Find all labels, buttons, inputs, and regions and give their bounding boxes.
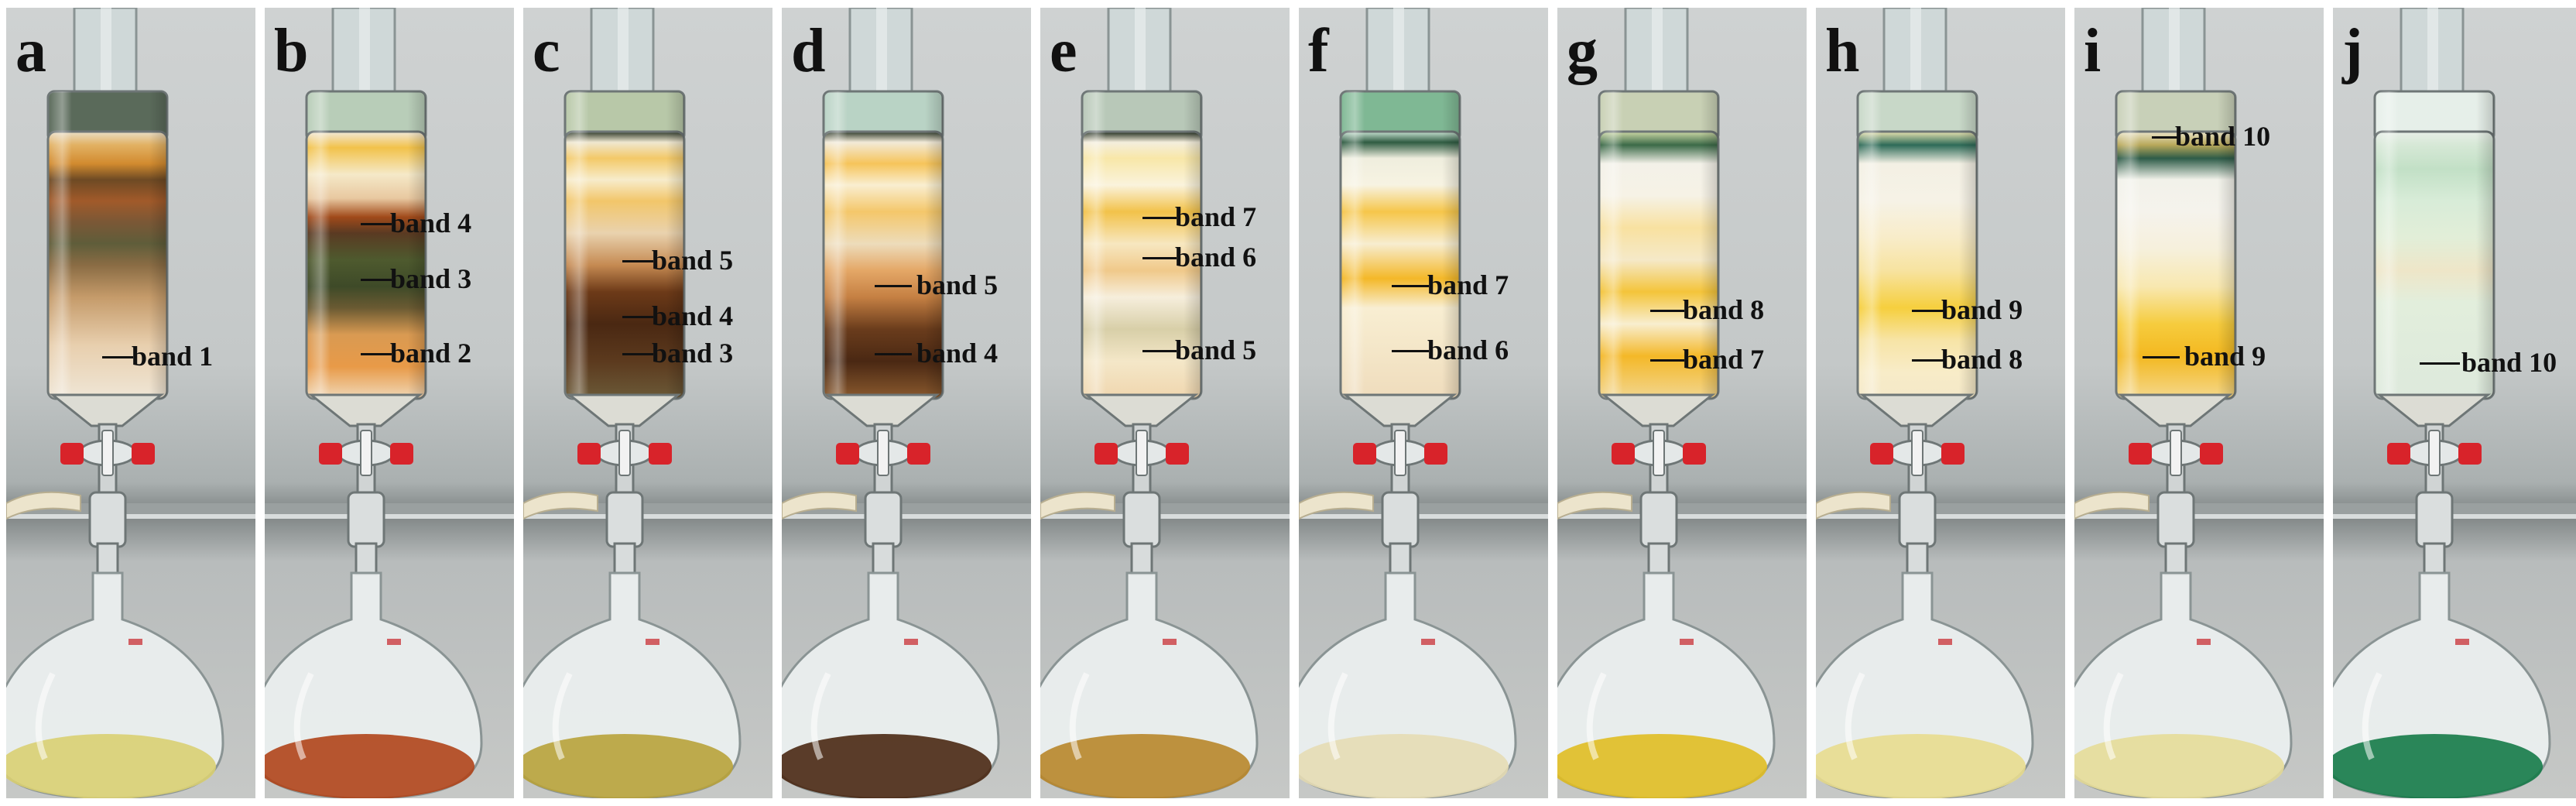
- panel-e: e band 7 band 6 band 5: [1040, 8, 1290, 798]
- band-leader-line: [1650, 310, 1684, 312]
- band-label: band 4: [652, 300, 734, 331]
- panel-i: i band 10 band 9: [2074, 8, 2324, 798]
- panel-letter: j: [2342, 17, 2363, 85]
- column-photo: [2074, 8, 2324, 798]
- band-label: band 7: [1427, 269, 1509, 300]
- band-leader-line: [622, 353, 653, 355]
- band-label: band 2: [390, 338, 472, 369]
- band-leader-line: [1142, 350, 1177, 352]
- band-leader-line: [875, 285, 912, 287]
- panel-c: c band 5 band 4 band 3: [523, 8, 772, 798]
- band-label: band 7: [1175, 201, 1257, 232]
- band-leader-line: [875, 353, 912, 355]
- band-leader-line: [1142, 217, 1177, 219]
- band-label: band 10: [2175, 121, 2271, 152]
- panel-letter: i: [2084, 17, 2102, 85]
- column-photo: [2333, 8, 2576, 798]
- band-leader-line: [2420, 362, 2460, 365]
- band-label: band 9: [2184, 341, 2266, 372]
- band-label: band 8: [1941, 344, 2023, 375]
- column-photo: [1816, 8, 2065, 798]
- band-leader-line: [102, 356, 133, 358]
- band-label: band 8: [1683, 294, 1765, 325]
- band-leader-line: [1912, 310, 1946, 312]
- panel-letter: c: [533, 17, 560, 85]
- column-photo: [1040, 8, 1290, 798]
- panel-g: g band 8 band 7: [1557, 8, 1807, 798]
- band-label: band 9: [1941, 294, 2023, 325]
- band-label: band 5: [1175, 334, 1257, 365]
- band-leader-line: [1392, 285, 1429, 287]
- band-leader-line: [622, 260, 653, 262]
- band-label: band 10: [2461, 347, 2557, 378]
- panel-j: j band 10: [2333, 8, 2576, 798]
- panel-a: a band 1: [6, 8, 255, 798]
- band-label: band 5: [652, 245, 734, 276]
- column-photo: [523, 8, 772, 798]
- band-label: band 6: [1175, 242, 1257, 273]
- band-label: band 4: [390, 208, 472, 238]
- band-leader-line: [361, 279, 392, 281]
- column-photo: [1557, 8, 1807, 798]
- panel-letter: h: [1825, 17, 1860, 85]
- panel-f: f band 7 band 6: [1299, 8, 1548, 798]
- band-leader-line: [1650, 359, 1684, 362]
- panel-b: b band 4 band 3 band 2: [265, 8, 514, 798]
- band-leader-line: [361, 353, 392, 355]
- panel-letter: a: [15, 17, 46, 85]
- band-label: band 4: [916, 338, 999, 369]
- band-label: band 6: [1427, 334, 1509, 365]
- column-photo: [1299, 8, 1548, 798]
- band-label: band 5: [916, 269, 999, 300]
- band-leader-line: [1912, 359, 1946, 362]
- column-photo: [782, 8, 1031, 798]
- band-label: band 3: [390, 263, 472, 294]
- band-label: band 1: [132, 341, 214, 372]
- band-leader-line: [1392, 350, 1429, 352]
- band-leader-line: [2152, 136, 2180, 139]
- panel-d: d band 5 band 4: [782, 8, 1031, 798]
- column-photo: [265, 8, 514, 798]
- panel-letter: g: [1567, 17, 1598, 85]
- band-label: band 7: [1683, 344, 1765, 375]
- column-photo: [6, 8, 255, 798]
- band-leader-line: [361, 223, 392, 225]
- band-label: band 3: [652, 338, 734, 369]
- panel-letter: b: [274, 17, 309, 85]
- band-leader-line: [2143, 356, 2180, 358]
- panel-letter: e: [1050, 17, 1077, 85]
- band-leader-line: [1142, 257, 1177, 259]
- panel-letter: f: [1308, 17, 1329, 85]
- panel-letter: d: [791, 17, 826, 85]
- band-leader-line: [622, 316, 653, 318]
- panel-h: h band 9 band 8: [1816, 8, 2065, 798]
